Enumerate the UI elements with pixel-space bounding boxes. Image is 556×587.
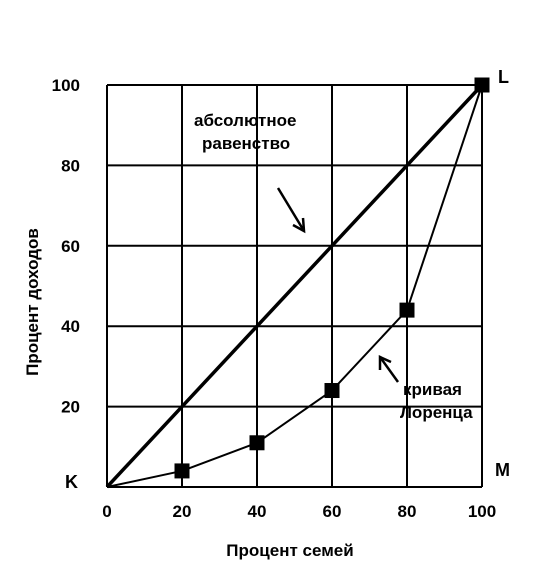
lorenz-curve-line bbox=[106, 84, 483, 488]
y-tick-label: 20 bbox=[61, 398, 80, 417]
tick-labels: 0 20 40 60 80 100 20 40 60 80 100 bbox=[52, 76, 497, 521]
lorenz-annotation-line2: Лоренца bbox=[400, 403, 473, 422]
equality-arrow bbox=[276, 187, 306, 232]
y-tick-label: 80 bbox=[61, 156, 80, 175]
point-label-m: M bbox=[495, 460, 510, 480]
x-tick-label: 100 bbox=[468, 502, 496, 521]
equality-line bbox=[105, 83, 484, 489]
lorenz-arrow bbox=[378, 356, 400, 383]
lorenz-point bbox=[324, 383, 340, 399]
lorenz-point bbox=[399, 302, 415, 318]
x-tick-label: 0 bbox=[102, 502, 111, 521]
x-axis-title: Процент семей bbox=[226, 541, 353, 560]
y-tick-label: 60 bbox=[61, 237, 80, 256]
lorenz-point bbox=[474, 77, 490, 93]
lorenz-annotation-line1: кривая bbox=[403, 380, 462, 399]
x-tick-label: 40 bbox=[248, 502, 267, 521]
equality-annotation-line1: абсолютное bbox=[194, 111, 296, 130]
lorenz-arrow-head bbox=[378, 355, 392, 370]
y-axis-title: Процент доходов bbox=[23, 228, 42, 376]
grid bbox=[106, 84, 483, 488]
point-label-l: L bbox=[498, 67, 509, 87]
x-tick-label: 20 bbox=[173, 502, 192, 521]
x-tick-label: 60 bbox=[323, 502, 342, 521]
equality-arrow-head bbox=[292, 217, 306, 234]
y-tick-label: 40 bbox=[61, 317, 80, 336]
equality-annotation-line2: равенство bbox=[202, 134, 290, 153]
point-label-k: K bbox=[65, 472, 78, 492]
lorenz-point bbox=[174, 463, 190, 479]
x-tick-label: 80 bbox=[398, 502, 417, 521]
lorenz-point bbox=[249, 435, 265, 451]
y-tick-label: 100 bbox=[52, 76, 80, 95]
series-layer bbox=[105, 77, 490, 489]
